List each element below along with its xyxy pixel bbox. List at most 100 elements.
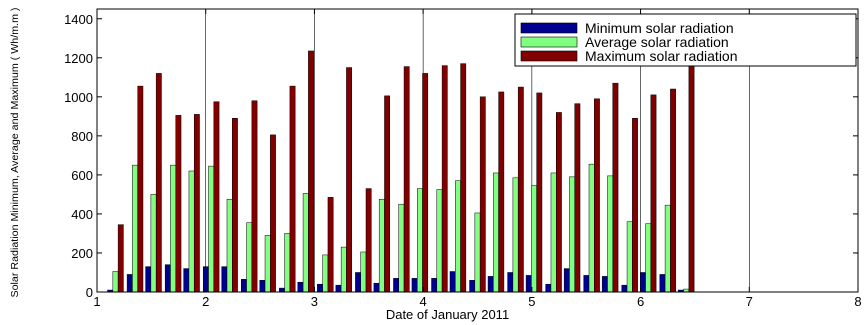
bar-maximum (594, 98, 600, 293)
bar-average (170, 164, 176, 293)
bar-average (455, 180, 461, 293)
bar-average (132, 164, 138, 293)
plot-frame (96, 8, 859, 293)
bar-average (436, 189, 443, 293)
bar-average (569, 176, 575, 293)
bar-minimum (221, 266, 228, 293)
x-tick-label: 6 (637, 294, 644, 309)
y-tick-label: 0 (86, 285, 93, 300)
bar-average (284, 233, 291, 293)
bar-minimum (241, 279, 247, 293)
bar-average (416, 188, 423, 293)
bar-average (208, 165, 215, 293)
bar-maximum (270, 134, 276, 293)
bar-maximum (574, 103, 581, 293)
bar-minimum (164, 264, 171, 293)
bar-average (398, 203, 405, 293)
bar-maximum (117, 224, 124, 293)
bar-average (264, 235, 271, 293)
y-tick-label: 800 (71, 129, 93, 144)
bar-minimum (355, 272, 361, 293)
legend-label: Average solar radiation (585, 34, 729, 50)
y-tick-label: 600 (71, 168, 93, 183)
y-axis-label: Solar Radiation Minimum, Average and Max… (9, 8, 21, 298)
bar-average (531, 185, 537, 293)
bar-average (150, 194, 157, 293)
bar-minimum (583, 275, 590, 293)
x-tick-label: 3 (311, 294, 318, 309)
bar-maximum (498, 91, 505, 293)
bar-average (378, 199, 385, 293)
bar-maximum (460, 63, 467, 293)
bar-minimum (373, 282, 380, 293)
legend-swatch (520, 36, 578, 48)
bar-minimum (563, 268, 570, 293)
bar-maximum (422, 73, 429, 293)
bar-maximum (688, 64, 695, 293)
bar-average (474, 212, 481, 293)
bar-maximum (441, 65, 448, 293)
bar-average (322, 254, 329, 293)
x-tick-label: 4 (420, 294, 427, 309)
y-tick-label: 1000 (64, 90, 93, 105)
bar-average (112, 271, 119, 293)
x-tick-label: 7 (746, 294, 753, 309)
bar-minimum (297, 281, 304, 293)
bar-maximum (308, 50, 314, 293)
y-tick-label: 1400 (64, 12, 93, 27)
x-tick-label: 8 (854, 294, 861, 309)
x-tick-label: 2 (202, 294, 209, 309)
bar-average (664, 204, 671, 293)
bars-layer (107, 50, 695, 293)
bar-maximum (670, 88, 676, 293)
legend-label: Maximum solar radiation (585, 48, 738, 64)
bar-minimum (431, 278, 438, 293)
bar-minimum (145, 266, 152, 293)
bar-maximum (650, 94, 657, 293)
bar-maximum (232, 118, 238, 293)
bar-minimum (279, 287, 285, 293)
bar-maximum (555, 112, 562, 293)
legend-swatch (520, 22, 578, 34)
y-tick-label: 1200 (64, 51, 93, 66)
bar-minimum (335, 284, 342, 293)
bar-average (645, 223, 652, 293)
bar-average (607, 175, 614, 293)
y-tick-label: 400 (71, 207, 93, 222)
bar-maximum (612, 82, 619, 293)
bar-minimum (449, 271, 456, 293)
bar-maximum (365, 188, 372, 293)
bar-maximum (479, 96, 486, 293)
bar-average (493, 172, 499, 293)
bar-maximum (384, 95, 391, 293)
bar-maximum (517, 86, 524, 293)
bar-maximum (155, 73, 162, 293)
bar-minimum (601, 276, 608, 293)
bar-average (550, 172, 557, 293)
bar-minimum (507, 272, 514, 293)
y-tick-label: 200 (71, 246, 93, 261)
bar-maximum (536, 92, 543, 293)
bar-average (626, 221, 633, 293)
x-tick-label: 5 (528, 294, 535, 309)
bar-maximum (346, 67, 352, 293)
x-tick-label: 1 (93, 294, 100, 309)
bar-maximum (193, 114, 200, 293)
bar-average (340, 246, 347, 293)
bar-minimum (393, 278, 400, 293)
bar-average (302, 193, 309, 293)
bar-maximum (251, 100, 258, 293)
bar-minimum (259, 280, 266, 293)
ticks-layer: 1 2 3 4 5 6 7 8 0 200 400 600 800 1000 1200 1400 (64, 9, 862, 309)
bar-average (188, 170, 195, 293)
bar-maximum (632, 118, 638, 293)
bar-minimum (126, 274, 133, 293)
bar-average (360, 251, 367, 293)
bar-maximum (137, 85, 144, 293)
bar-minimum (469, 280, 476, 293)
bar-maximum (403, 66, 410, 293)
bar-average (512, 177, 519, 293)
bar-minimum (659, 274, 666, 293)
